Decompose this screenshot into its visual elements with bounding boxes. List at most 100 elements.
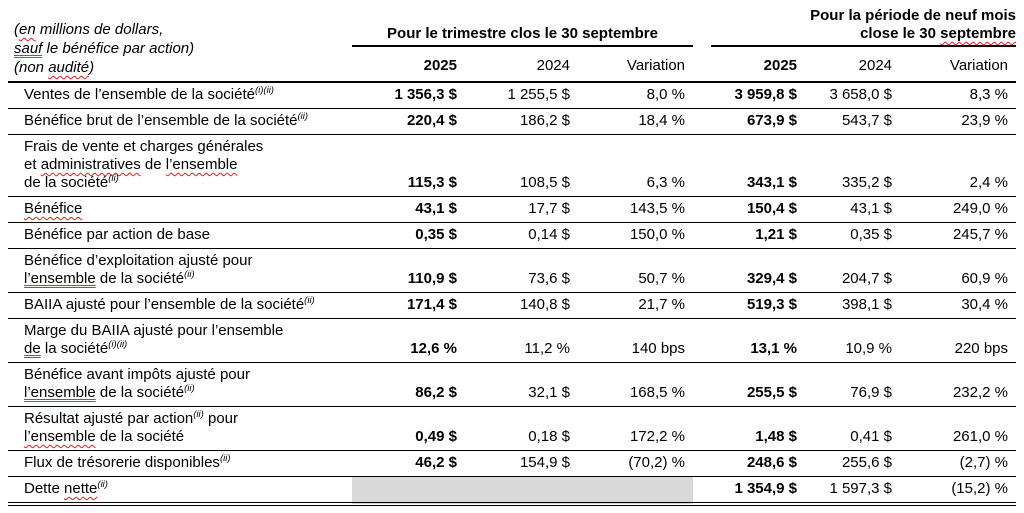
- value-cell: 140,8 $: [465, 292, 578, 319]
- text-segment: Dette: [24, 480, 65, 497]
- value-cell: 60,9 %: [900, 248, 1017, 293]
- text-line: Résultat ajusté par action(ii) pour: [24, 410, 348, 428]
- value-cell: 186,2 $: [465, 108, 578, 135]
- value-cell: 1 255,5 $: [465, 82, 578, 109]
- text-segment: l’ensemble: [24, 428, 96, 445]
- footnote-ref: (ii): [184, 269, 195, 280]
- row-label: Ventes de l’ensemble de la société(i)(ii…: [8, 82, 352, 109]
- value-cell: 172,2 %: [578, 406, 694, 451]
- text-segment: l’ensemble: [165, 156, 238, 173]
- text-line: Flux de trésorerie disponibles(ii): [24, 454, 348, 472]
- text-segment: la société: [40, 340, 109, 357]
- row-label: Résultat ajusté par action(ii) pour l’ens…: [8, 406, 352, 451]
- value-cell: 0,14 $: [465, 222, 578, 249]
- text-line: (en millions de dollars,: [14, 20, 352, 39]
- value-cell: 204,7 $: [805, 248, 901, 293]
- text-line: et administratives de l’ensemble: [24, 156, 348, 174]
- text-segment: Bénéfice brut de l’ensemble de la sociét…: [24, 112, 298, 129]
- value-cell: 335,2 $: [805, 134, 901, 197]
- value-cell: [465, 476, 578, 506]
- value-cell: 46,2 $: [352, 450, 465, 477]
- text-segment: Ventes de l’ensemble de la société: [24, 86, 255, 103]
- table-row-11: Flux de trésorerie disponibles(ii) 46,2 $…: [8, 450, 1017, 477]
- text-line: Marge du BAIIA ajusté pour l’ensemble: [24, 322, 348, 340]
- text-segment: et: [24, 156, 41, 173]
- value-cell: [578, 476, 694, 506]
- value-cell: 30,4 %: [900, 292, 1017, 319]
- value-cell: 86,2 $: [352, 362, 465, 407]
- value-cell: 0,35 $: [805, 222, 901, 249]
- value-cell: 519,3 $: [693, 292, 806, 319]
- text-segment: nette: [64, 480, 98, 497]
- value-cell: 255,6 $: [805, 450, 901, 477]
- text-line: Bénéfice par action de base: [24, 226, 348, 244]
- value-cell: 398,1 $: [805, 292, 901, 319]
- text-line: Dette nette(ii): [24, 480, 348, 498]
- value-cell: 171,4 $: [352, 292, 465, 319]
- value-cell: 10,9 %: [805, 318, 901, 363]
- value-cell: (70,2) %: [578, 450, 694, 477]
- text-segment: de la société: [95, 428, 185, 445]
- value-cell: 76,9 $: [805, 362, 901, 407]
- table-row-1: Ventes de l’ensemble de la société(i)(ii…: [8, 82, 1017, 109]
- value-cell: 3 959,8 $: [693, 82, 806, 109]
- group-header-quarter: Pour le trimestre clos le 30 septembre: [352, 4, 694, 47]
- value-cell: 73,6 $: [465, 248, 578, 293]
- text-segment: pour: [203, 410, 239, 427]
- footnote-ref: (i)(ii): [254, 85, 274, 96]
- value-cell: 0,18 $: [465, 406, 578, 451]
- year-header-row: 2025 2024 Variation 2025 2024 Variation: [8, 47, 1017, 83]
- text-line: Bénéfice brut de l’ensemble de la sociét…: [24, 112, 348, 130]
- text-segment: l’ensemble: [24, 384, 96, 401]
- table-row-3: Frais de vente et charges générales et ad…: [8, 134, 1017, 197]
- group-header-row: (en millions de dollars, sauf le bénéfice…: [8, 4, 1017, 83]
- text-line: Pour la période de neuf mois: [711, 7, 1016, 25]
- row-label: Dette nette(ii): [8, 476, 352, 506]
- value-cell: 3 658,0 $: [805, 82, 901, 109]
- value-cell: 21,7 %: [578, 292, 694, 319]
- value-cell: 50,7 %: [578, 248, 694, 293]
- value-cell: (15,2) %: [900, 476, 1017, 506]
- value-cell: 140 bps: [578, 318, 694, 363]
- footnote-ref: (ii): [193, 409, 204, 420]
- text-segment: BAIIA ajusté pour l’ensemble de la socié…: [24, 296, 305, 313]
- row-label: BAIIA ajusté pour l’ensemble de la socié…: [8, 292, 352, 319]
- table-row-9: Bénéfice avant impôts ajusté pour l’ensem…: [8, 362, 1017, 407]
- value-cell: 6,3 %: [578, 134, 694, 197]
- text-segment: millions de dollars,: [35, 21, 164, 38]
- table-row-12: Dette nette(ii) 1 354,9 $1 597,3 $ (15,2) …: [8, 476, 1017, 506]
- text-segment: Bénéfice d’exploitation ajusté pour: [24, 252, 253, 269]
- value-cell: [352, 476, 465, 506]
- value-cell: 245,7 %: [900, 222, 1017, 249]
- text-segment: Marge du BAIIA ajusté pour l’ensemble: [24, 322, 284, 339]
- value-cell: 1 597,3 $: [805, 476, 901, 506]
- text-segment: Flux de trésorerie disponibles: [24, 454, 220, 471]
- text-segment: (non: [14, 59, 49, 76]
- text-line: (non audité): [14, 58, 352, 77]
- value-cell: 32,1 $: [465, 362, 578, 407]
- text-segment: Frais de vente et charges générales: [24, 138, 264, 155]
- row-label: Bénéfice par action de base: [8, 222, 352, 249]
- text-segment: de la société: [24, 174, 109, 191]
- year-column-header-4: 2025: [693, 47, 806, 83]
- text-segment: l’ensemble: [24, 270, 96, 287]
- text-line: BAIIA ajusté pour l’ensemble de la socié…: [24, 296, 348, 314]
- value-cell: 261,0 %: [900, 406, 1017, 451]
- value-cell: 220,4 $: [352, 108, 465, 135]
- value-cell: 143,5 %: [578, 196, 694, 223]
- value-cell: 110,9 $: [352, 248, 465, 293]
- group-header-nine-months: Pour la période de neuf mois close le 30 …: [693, 4, 1017, 47]
- text-line: Frais de vente et charges générales: [24, 138, 348, 156]
- value-cell: 43,1 $: [352, 196, 465, 223]
- table-row-8: Marge du BAIIA ajusté pour l’ensemble de …: [8, 318, 1017, 363]
- value-cell: 115,3 $: [352, 134, 465, 197]
- text-line: l’ensemble de la société: [24, 428, 348, 446]
- text-line: Bénéfice: [24, 200, 348, 218]
- table-body: Ventes de l’ensemble de la société(i)(ii…: [8, 82, 1017, 506]
- value-cell: 673,9 $: [693, 108, 806, 135]
- text-line: l’ensemble de la société(ii): [24, 270, 348, 288]
- value-cell: 2,4 %: [900, 134, 1017, 197]
- units-note: (en millions de dollars, sauf le bénéfice…: [8, 4, 352, 83]
- row-label: Bénéfice brut de l’ensemble de la sociét…: [8, 108, 352, 135]
